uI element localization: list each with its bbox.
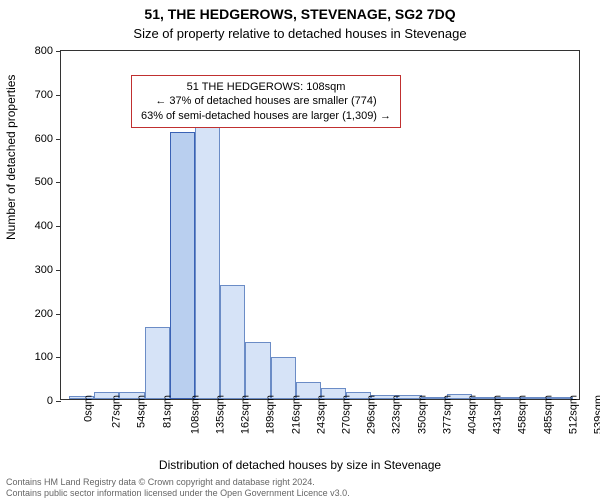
x-tick-label: 404sqm: [467, 395, 479, 434]
bar: [220, 285, 245, 399]
x-tick-label: 323sqm: [391, 395, 403, 434]
x-tick-label: 377sqm: [441, 395, 453, 434]
y-tick-label: 300: [35, 264, 53, 276]
y-tick-label: 700: [35, 89, 53, 101]
y-tick-mark: [56, 226, 61, 227]
y-tick-label: 800: [35, 45, 53, 57]
plot-area: 0100200300400500600700800 0sqm27sqm54sqm…: [60, 50, 580, 400]
x-tick-label: 458sqm: [517, 395, 529, 434]
y-tick-label: 500: [35, 176, 53, 188]
y-tick-mark: [56, 182, 61, 183]
x-tick-label: 243sqm: [315, 395, 327, 434]
x-tick-label: 350sqm: [416, 395, 428, 434]
footer-line2: Contains public sector information licen…: [6, 488, 350, 498]
bar: [195, 106, 220, 399]
x-tick-label: 54sqm: [136, 395, 148, 428]
y-tick-label: 600: [35, 133, 53, 145]
x-tick-label: 135sqm: [215, 395, 227, 434]
bar-highlight: [170, 132, 195, 399]
property-size-chart: 51, THE HEDGEROWS, STEVENAGE, SG2 7DQ Si…: [0, 0, 600, 500]
y-tick-label: 400: [35, 220, 53, 232]
y-tick-mark: [56, 139, 61, 140]
annotation-line1: 51 THE HEDGEROWS: 108sqm: [138, 80, 394, 94]
x-tick-label: 108sqm: [189, 395, 201, 434]
x-tick-label: 270sqm: [341, 395, 353, 434]
bar: [145, 327, 170, 399]
x-tick-label: 296sqm: [366, 395, 378, 434]
annotation-line2: ← 37% of detached houses are smaller (77…: [138, 94, 394, 108]
y-tick-mark: [56, 314, 61, 315]
chart-title-sub: Size of property relative to detached ho…: [0, 26, 600, 41]
y-tick-mark: [56, 95, 61, 96]
footer-line1: Contains HM Land Registry data © Crown c…: [6, 477, 350, 487]
x-tick-label: 189sqm: [265, 395, 277, 434]
bar: [245, 342, 270, 399]
x-tick-label: 431sqm: [492, 395, 504, 434]
x-tick-label: 27sqm: [111, 395, 123, 428]
y-tick-mark: [56, 401, 61, 402]
y-tick-mark: [56, 357, 61, 358]
x-tick-label: 162sqm: [240, 395, 252, 434]
y-tick-label: 200: [35, 308, 53, 320]
y-tick-label: 100: [35, 351, 53, 363]
x-tick-label: 485sqm: [542, 395, 554, 434]
y-tick-label: 0: [47, 395, 53, 407]
x-tick-label: 216sqm: [290, 395, 302, 434]
x-tick-label: 539sqm: [593, 395, 600, 434]
x-axis-label: Distribution of detached houses by size …: [0, 458, 600, 472]
x-tick-label: 0sqm: [82, 395, 94, 422]
footer-attribution: Contains HM Land Registry data © Crown c…: [6, 477, 350, 498]
x-tick-label: 512sqm: [567, 395, 579, 434]
y-tick-mark: [56, 51, 61, 52]
annotation-box: 51 THE HEDGEROWS: 108sqm ← 37% of detach…: [131, 75, 401, 128]
y-axis-label: Number of detached properties: [4, 75, 18, 240]
chart-title-main: 51, THE HEDGEROWS, STEVENAGE, SG2 7DQ: [0, 6, 600, 22]
annotation-line3: 63% of semi-detached houses are larger (…: [138, 109, 394, 123]
x-tick-label: 81sqm: [161, 395, 173, 428]
bar: [271, 357, 296, 399]
y-tick-mark: [56, 270, 61, 271]
